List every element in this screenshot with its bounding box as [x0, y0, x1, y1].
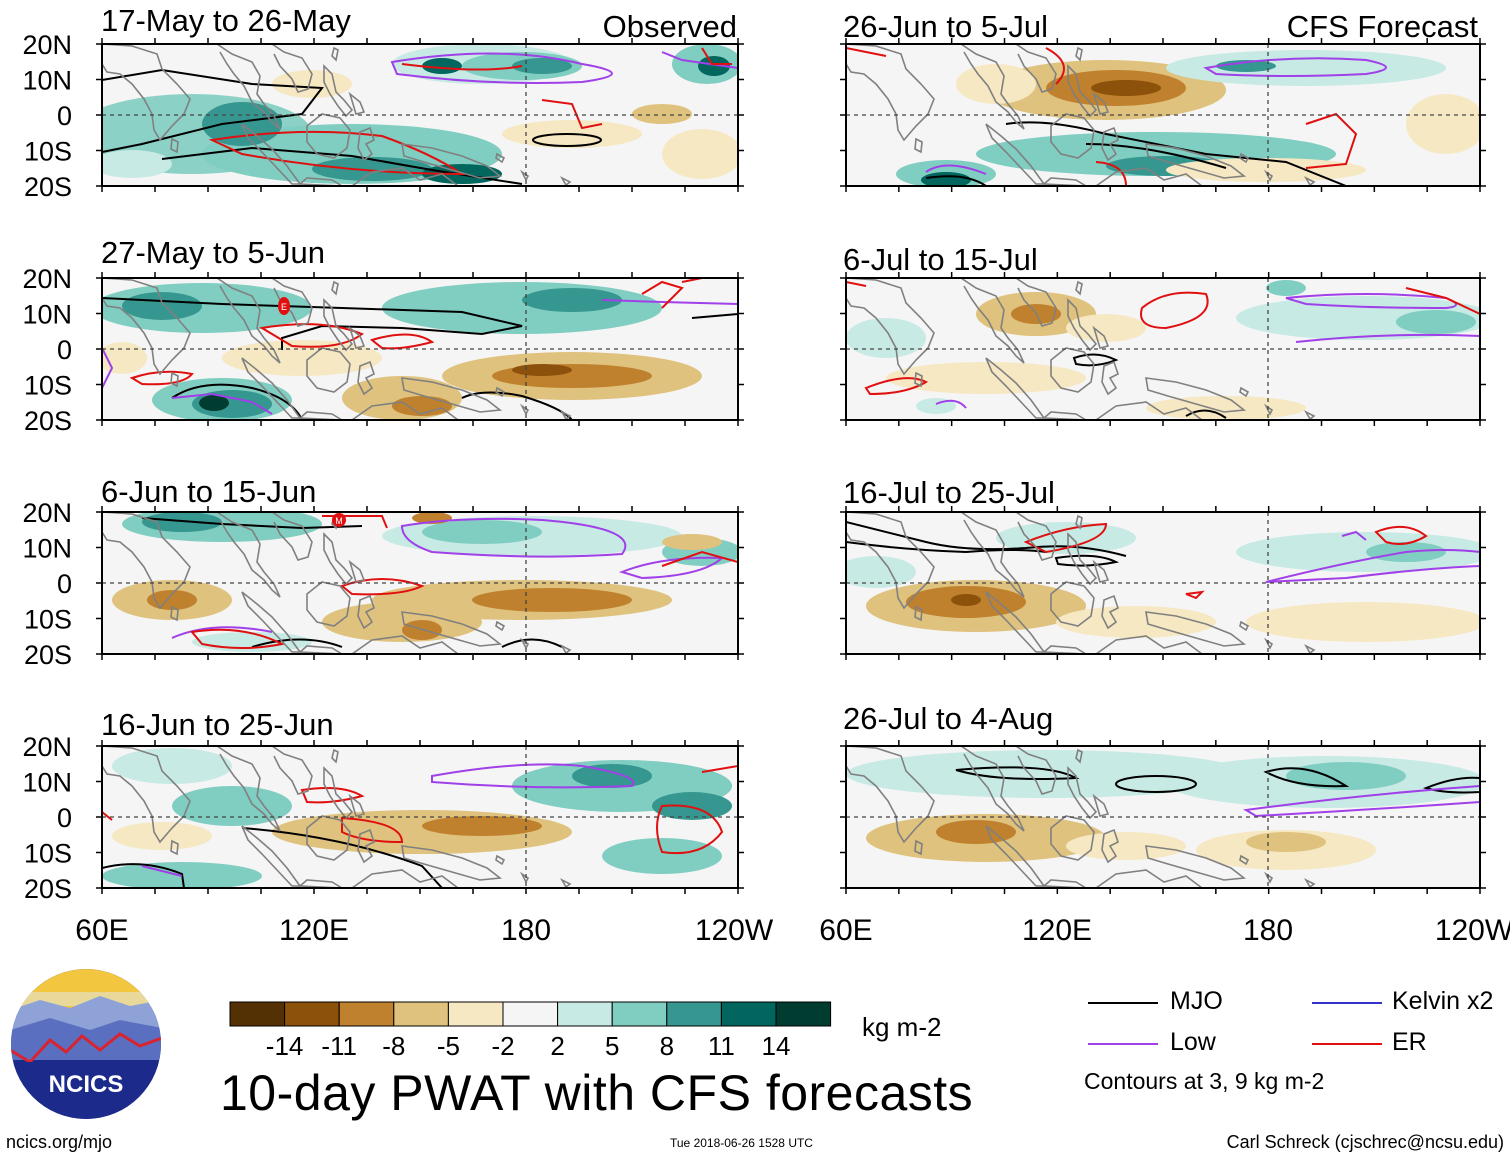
marker-e: E: [278, 297, 290, 315]
lat-label-3-1: 20N: [22, 498, 72, 528]
panel-title-forecast-1: 26-Jun to 5-Jul: [843, 9, 1048, 44]
colorbar-swatch-8: [611, 1001, 668, 1027]
colorbar-swatch-9: [666, 1001, 722, 1027]
lat-label-2-5: 20S: [24, 406, 72, 436]
lat-label-2-3: 0: [57, 335, 72, 365]
colorbar: -14 -11 -8 -5 -2 2 5 8 11 14: [229, 1001, 832, 1061]
timestamp: Tue 2018-06-26 1528 UTC: [670, 1136, 813, 1150]
panel-title-observed-4: 16-Jun to 25-Jun: [101, 707, 334, 742]
logo-text: NCICS: [49, 1071, 124, 1098]
lon-label-left-120e: 120E: [279, 914, 349, 947]
lat-label-4-1: 20N: [22, 732, 72, 762]
panel-forecast-4: [845, 745, 1481, 889]
panel-forecast-3: [845, 511, 1481, 655]
lat-label-3-5: 20S: [24, 640, 72, 670]
colorbar-swatch-7: [557, 1001, 613, 1027]
colorbar-tick-label: -2: [491, 1031, 514, 1061]
legend-label-low: Low: [1170, 1028, 1216, 1056]
panel-title-forecast-4: 26-Jul to 4-Aug: [843, 701, 1053, 736]
panel-observed-4: [101, 745, 739, 889]
panel-observed-1: [101, 43, 739, 187]
legend-label-mjo: MJO: [1170, 987, 1223, 1015]
lat-label-1-5: 20S: [24, 172, 72, 202]
legend-label-kelvin: Kelvin x2: [1392, 987, 1494, 1015]
panel-title-forecast-3: 16-Jul to 25-Jul: [843, 475, 1055, 510]
svg-text:M: M: [335, 516, 343, 526]
panel-title-observed-3: 6-Jun to 15-Jun: [101, 474, 316, 509]
panel-forecast-1: [845, 43, 1481, 187]
colorbar-tick-label: -11: [321, 1031, 357, 1061]
panel-title-observed-1: 17-May to 26-May: [101, 3, 351, 38]
colorbar-tick-label: 5: [605, 1031, 619, 1061]
lon-label-right-120w: 120W: [1435, 914, 1510, 947]
colorbar-swatch-6: [502, 1001, 559, 1027]
site-url-link[interactable]: ncics.org/mjo: [6, 1132, 113, 1152]
colorbar-swatch-5: [447, 1001, 504, 1027]
colorbar-swatch-11: [775, 1001, 832, 1027]
colorbar-swatch-4: [393, 1001, 449, 1027]
colorbar-tick-label: -8: [382, 1031, 405, 1061]
legend: [1088, 1002, 1382, 1045]
header-observed: Observed: [603, 9, 737, 44]
lat-label-1-1: 20N: [22, 30, 72, 60]
svg-text:E: E: [281, 302, 287, 312]
contour-note: Contours at 3, 9 kg m-2: [1084, 1068, 1325, 1094]
lat-label-3-4: 10S: [24, 605, 72, 635]
colorbar-tick-label: -14: [266, 1031, 304, 1061]
figure-title: 10-day PWAT with CFS forecasts: [220, 1065, 974, 1121]
panel-title-observed-2: 27-May to 5-Jun: [101, 235, 325, 270]
lat-label-4-3: 0: [57, 803, 72, 833]
lat-label-1-4: 10S: [24, 137, 72, 167]
lon-label-left-120w: 120W: [695, 914, 774, 947]
panel-title-forecast-2: 6-Jul to 15-Jul: [843, 242, 1038, 277]
axis-ticks: [96, 38, 1486, 894]
header-forecast: CFS Forecast: [1287, 9, 1479, 44]
lat-label-1-3: 0: [57, 101, 72, 131]
lon-label-left-180: 180: [501, 914, 551, 947]
colorbar-tick-label: 11: [708, 1031, 735, 1061]
ncics-logo: NCICS: [11, 969, 161, 1119]
colorbar-tick-label: -5: [437, 1031, 460, 1061]
colorbar-swatch-3: [338, 1001, 395, 1027]
legend-label-er: ER: [1392, 1028, 1427, 1056]
lat-label-4-2: 10N: [22, 768, 72, 798]
lat-label-3-2: 10N: [22, 534, 72, 564]
marker-m: M: [332, 513, 346, 527]
lat-label-2-1: 20N: [22, 264, 72, 294]
colorbar-swatch-2: [284, 1001, 340, 1027]
colorbar-unit: kg m-2: [862, 1012, 942, 1042]
lat-label-3-3: 0: [57, 569, 72, 599]
panel-observed-2: E: [101, 277, 739, 421]
author-credit: Carl Schreck (cjschrec@ncsu.edu): [1226, 1132, 1504, 1152]
colorbar-swatch-10: [720, 1001, 777, 1027]
lon-label-left-60e: 60E: [75, 914, 128, 947]
lat-label-2-4: 10S: [24, 371, 72, 401]
lon-label-right-60e: 60E: [819, 914, 872, 947]
colorbar-tick-label: 8: [660, 1031, 674, 1061]
panel-forecast-2: [845, 277, 1481, 421]
lon-label-right-180: 180: [1243, 914, 1293, 947]
lat-label-4-4: 10S: [24, 839, 72, 869]
panel-observed-3: M: [101, 511, 739, 655]
lon-label-right-120e: 120E: [1022, 914, 1092, 947]
colorbar-tick-label: 2: [550, 1031, 564, 1061]
colorbar-tick-label: 14: [762, 1031, 791, 1061]
lat-label-4-5: 20S: [24, 874, 72, 904]
lat-label-1-2: 10N: [22, 66, 72, 96]
lat-label-2-2: 10N: [22, 300, 72, 330]
colorbar-swatch-1: [229, 1001, 286, 1027]
